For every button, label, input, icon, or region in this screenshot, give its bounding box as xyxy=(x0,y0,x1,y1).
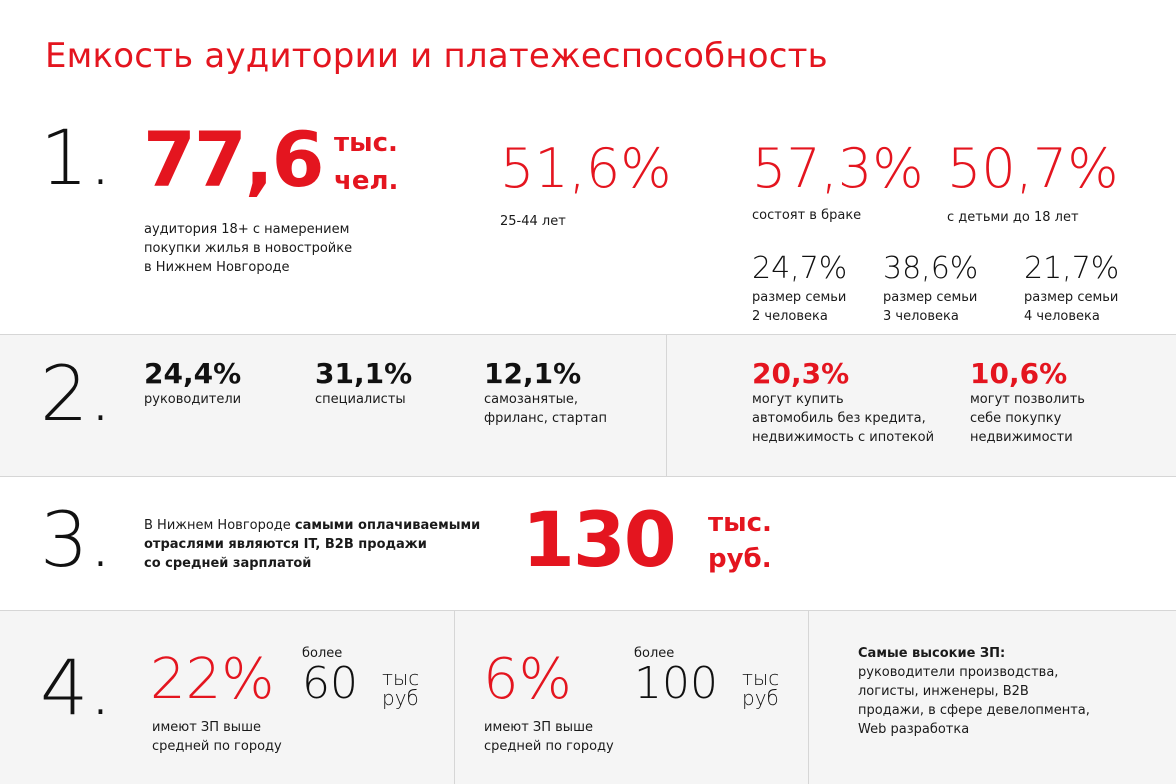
family-size-3: 38,6% размер семьи 3 человека xyxy=(883,251,979,325)
amount-unit-1: тыс xyxy=(742,666,780,690)
family-size-2: 24,7% размер семьи 2 человека xyxy=(752,251,848,325)
percent-above-100: 6% xyxy=(483,647,572,712)
amount-unit-2: руб xyxy=(382,686,419,710)
children-caption: с детьми до 18 лет xyxy=(947,210,1079,225)
afford-car: 20,3% могут купить автомобиль без кредит… xyxy=(752,357,935,446)
divider xyxy=(0,334,1176,335)
above-label: более xyxy=(634,646,675,661)
percent-above-60: 22% xyxy=(150,647,275,712)
section-number-4: 4. xyxy=(40,643,113,732)
percent-caption: имеют ЗП выше средней по городу xyxy=(152,720,282,754)
section-2-band xyxy=(0,334,1176,476)
salary-text: В Нижнем Новгороде самыми оплачиваемыми … xyxy=(144,518,481,571)
family-size-4: 21,7% размер семьи 4 человека xyxy=(1024,251,1120,325)
section-4-band xyxy=(0,610,1176,784)
vertical-divider xyxy=(666,334,667,476)
divider xyxy=(0,476,1176,477)
job-specialists: 31,1% специалисты xyxy=(315,357,413,408)
percent-caption: имеют ЗП выше средней по городу xyxy=(484,720,614,754)
amount-unit-2: руб xyxy=(742,686,779,710)
highest-salaries: Самые высокие ЗП: руководители производс… xyxy=(858,646,1090,737)
amount-unit-1: тыс xyxy=(382,666,420,690)
married-caption: состоят в браке xyxy=(752,208,862,223)
job-selfemployed: 12,1% самозанятые, фриланс, стартап xyxy=(484,357,607,427)
audience-value: 77,6 xyxy=(143,115,325,204)
audience-unit-1: тыс. xyxy=(334,128,398,158)
section-number-2: 2. xyxy=(40,349,113,438)
amount-60: 60 xyxy=(302,658,358,709)
salary-value: 130 xyxy=(522,495,677,584)
divider xyxy=(0,610,1176,611)
salary-unit-1: тыс. xyxy=(708,508,772,538)
salary-unit-2: руб. xyxy=(708,544,772,574)
afford-realty: 10,6% могут позволить себе покупку недви… xyxy=(970,357,1085,446)
above-label: более xyxy=(302,646,343,661)
vertical-divider xyxy=(454,610,455,784)
age-value: 51,6% xyxy=(500,137,672,200)
page-title: Емкость аудитории и платежеспособность xyxy=(45,36,828,76)
job-managers: 24,4% руководители xyxy=(144,357,242,408)
age-caption: 25-44 лет xyxy=(500,214,566,229)
children-value: 50,7% xyxy=(947,137,1119,200)
married-value: 57,3% xyxy=(752,137,924,200)
section-number-1: 1. xyxy=(40,113,113,202)
audience-unit-2: чел. xyxy=(334,166,399,196)
audience-caption: аудитория 18+ с намерением покупки жилья… xyxy=(144,222,353,275)
section-number-3: 3. xyxy=(40,495,113,584)
vertical-divider xyxy=(808,610,809,784)
amount-100: 100 xyxy=(634,658,718,709)
